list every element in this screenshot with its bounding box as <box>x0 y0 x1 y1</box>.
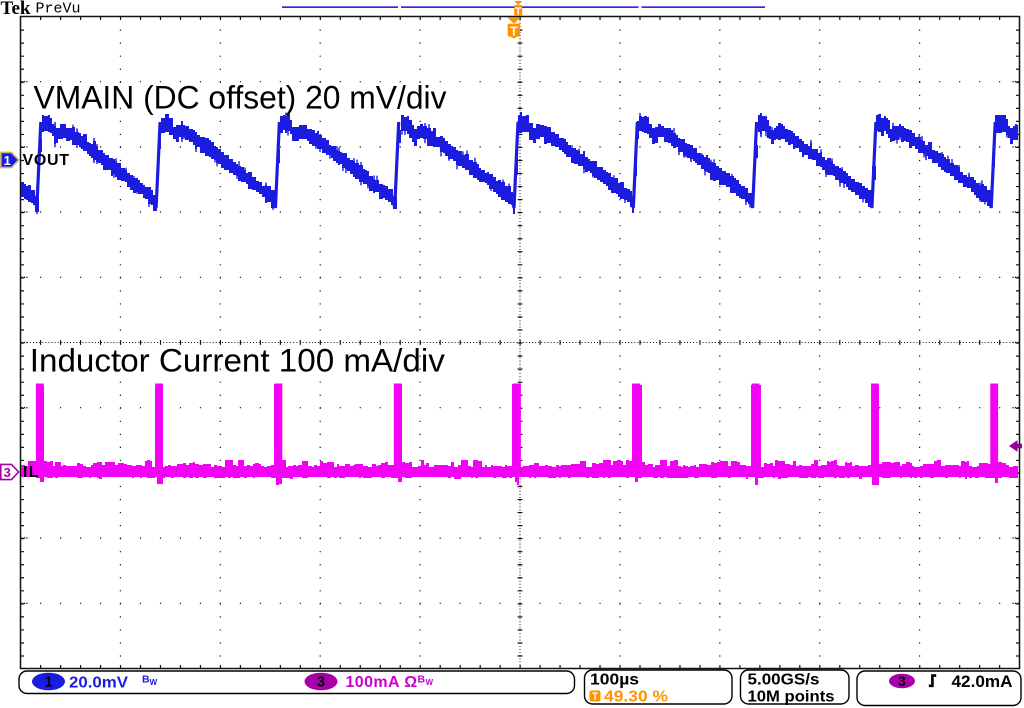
svg-text:Inductor Current 100 mA/div: Inductor Current 100 mA/div <box>30 343 445 379</box>
svg-text:42.0mA: 42.0mA <box>952 673 1013 691</box>
svg-text:PreVu: PreVu <box>36 2 81 18</box>
svg-text:3: 3 <box>4 465 11 480</box>
svg-text:T: T <box>510 24 518 39</box>
svg-text:3: 3 <box>317 675 325 691</box>
svg-text:Tek: Tek <box>1 0 31 19</box>
svg-text:VMAIN (DC offset) 20 mV/div: VMAIN (DC offset) 20 mV/div <box>34 79 447 115</box>
svg-text:100µs: 100µs <box>590 672 639 689</box>
svg-text:20.0mV: 20.0mV <box>69 674 128 691</box>
svg-text:VOUT: VOUT <box>23 152 70 169</box>
svg-text:1: 1 <box>44 675 52 691</box>
svg-text:100mA ΩBW: 100mA ΩBW <box>346 674 434 692</box>
svg-text:3: 3 <box>898 674 906 689</box>
svg-text:49.30 %: 49.30 % <box>604 689 668 706</box>
svg-text:T: T <box>515 5 522 17</box>
svg-text:T: T <box>592 692 598 703</box>
svg-text:1: 1 <box>4 153 11 168</box>
svg-text:10M points: 10M points <box>748 689 835 706</box>
svg-text:IL: IL <box>23 464 39 481</box>
svg-text:5.00GS/s: 5.00GS/s <box>748 672 820 689</box>
